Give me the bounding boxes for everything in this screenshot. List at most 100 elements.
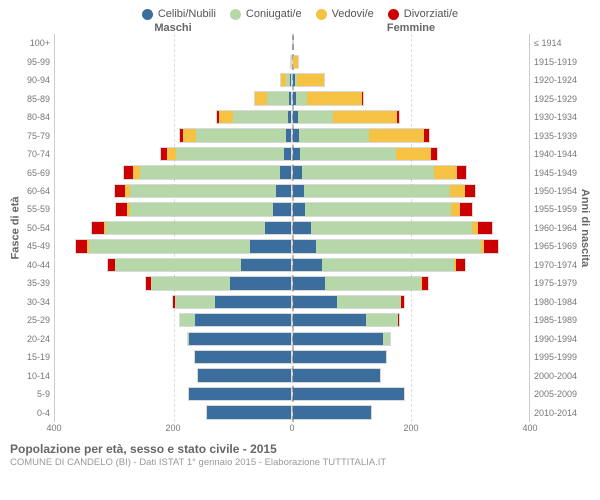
segment — [286, 129, 291, 141]
segment — [298, 111, 333, 123]
segment — [276, 185, 291, 197]
age-tick: 60-64 — [22, 182, 54, 200]
segment — [478, 222, 493, 234]
segment — [325, 277, 421, 289]
birth-tick: 1915-1919 — [530, 52, 578, 70]
bar-male — [188, 387, 292, 401]
segment — [124, 166, 133, 178]
birth-tick: 1975-1979 — [530, 274, 578, 292]
bar-female — [292, 332, 391, 346]
bar-male — [75, 239, 292, 253]
segment — [424, 129, 429, 141]
segment — [293, 259, 322, 271]
bar-male — [172, 295, 292, 309]
legend-swatch-icon — [316, 9, 327, 20]
segment — [451, 203, 460, 215]
bar-female — [292, 73, 325, 87]
birth-tick: 1925-1929 — [530, 89, 578, 107]
birth-tick: 1940-1944 — [530, 145, 578, 163]
bar-female — [292, 313, 400, 327]
birth-tick: 1935-1939 — [530, 126, 578, 144]
age-tick: 45-49 — [22, 237, 54, 255]
bar-female — [292, 91, 364, 105]
segment — [457, 166, 466, 178]
birth-tick: 1945-1949 — [530, 163, 578, 181]
chart-subtitle: COMUNE DI CANDELO (BI) - Dati ISTAT 1° g… — [10, 457, 592, 468]
segment — [293, 351, 386, 363]
segment — [322, 259, 454, 271]
legend: Celibi/NubiliConiugati/eVedovi/eDivorzia… — [8, 8, 592, 20]
legend-swatch-icon — [230, 9, 241, 20]
segment — [383, 333, 390, 345]
bar-male — [145, 276, 292, 290]
segment — [304, 185, 451, 197]
bar-male — [91, 221, 292, 235]
bar-female — [292, 165, 467, 179]
segment — [333, 111, 397, 123]
segment — [273, 203, 291, 215]
segment — [316, 240, 480, 252]
pyramid-row — [55, 89, 529, 107]
segment — [434, 166, 457, 178]
bars-area — [54, 34, 530, 422]
bar-male — [187, 332, 292, 346]
segment — [293, 296, 337, 308]
bar-male — [107, 258, 292, 272]
bar-female — [292, 368, 381, 382]
header-female: Femmine — [292, 22, 530, 34]
segment — [362, 92, 363, 104]
segment — [460, 203, 472, 215]
age-tick: 35-39 — [22, 274, 54, 292]
segment — [189, 333, 291, 345]
segment — [293, 185, 304, 197]
x-tick: 200 — [403, 423, 418, 433]
segment — [293, 166, 302, 178]
birth-tick: 1955-1959 — [530, 200, 578, 218]
birth-year-ticks: ≤ 19141915-19191920-19241925-19291930-19… — [530, 34, 578, 422]
bar-male — [160, 147, 292, 161]
bar-female — [292, 147, 438, 161]
segment — [300, 148, 396, 160]
bar-male — [194, 350, 292, 364]
segment — [302, 166, 434, 178]
x-tick: 200 — [165, 423, 180, 433]
segment — [280, 166, 291, 178]
segment — [293, 406, 371, 418]
bar-male — [114, 184, 292, 198]
segment — [183, 129, 196, 141]
birth-tick: 1980-1984 — [530, 293, 578, 311]
population-pyramid-chart: Celibi/NubiliConiugati/eVedovi/eDivorzia… — [0, 0, 600, 500]
pyramid-row — [55, 145, 529, 163]
segment — [293, 222, 311, 234]
age-tick: 15-19 — [22, 348, 54, 366]
segment — [89, 240, 250, 252]
gender-headers: Maschi Femmine — [8, 22, 592, 34]
age-tick: 25-29 — [22, 311, 54, 329]
legend-item: Celibi/Nubili — [142, 8, 216, 20]
segment — [293, 333, 383, 345]
bar-female — [292, 110, 400, 124]
pyramid-row — [55, 219, 529, 237]
age-tick: 65-69 — [22, 163, 54, 181]
bar-female — [292, 36, 294, 50]
pyramid-row — [55, 274, 529, 292]
legend-item: Divorziati/e — [388, 8, 458, 20]
segment — [130, 185, 276, 197]
bar-male — [123, 165, 292, 179]
segment — [293, 148, 300, 160]
age-tick: 5-9 — [22, 385, 54, 403]
segment — [293, 314, 366, 326]
pyramid-row — [55, 200, 529, 218]
segment — [106, 222, 264, 234]
pyramid-row — [55, 330, 529, 348]
segment — [76, 240, 88, 252]
age-tick: 95-99 — [22, 52, 54, 70]
age-tick: 85-89 — [22, 89, 54, 107]
pyramid-row — [55, 366, 529, 384]
age-tick: 40-44 — [22, 256, 54, 274]
bar-female — [292, 128, 430, 142]
legend-swatch-icon — [142, 9, 153, 20]
bar-female — [292, 258, 466, 272]
segment — [250, 240, 291, 252]
birth-tick: 2010-2014 — [530, 403, 578, 421]
